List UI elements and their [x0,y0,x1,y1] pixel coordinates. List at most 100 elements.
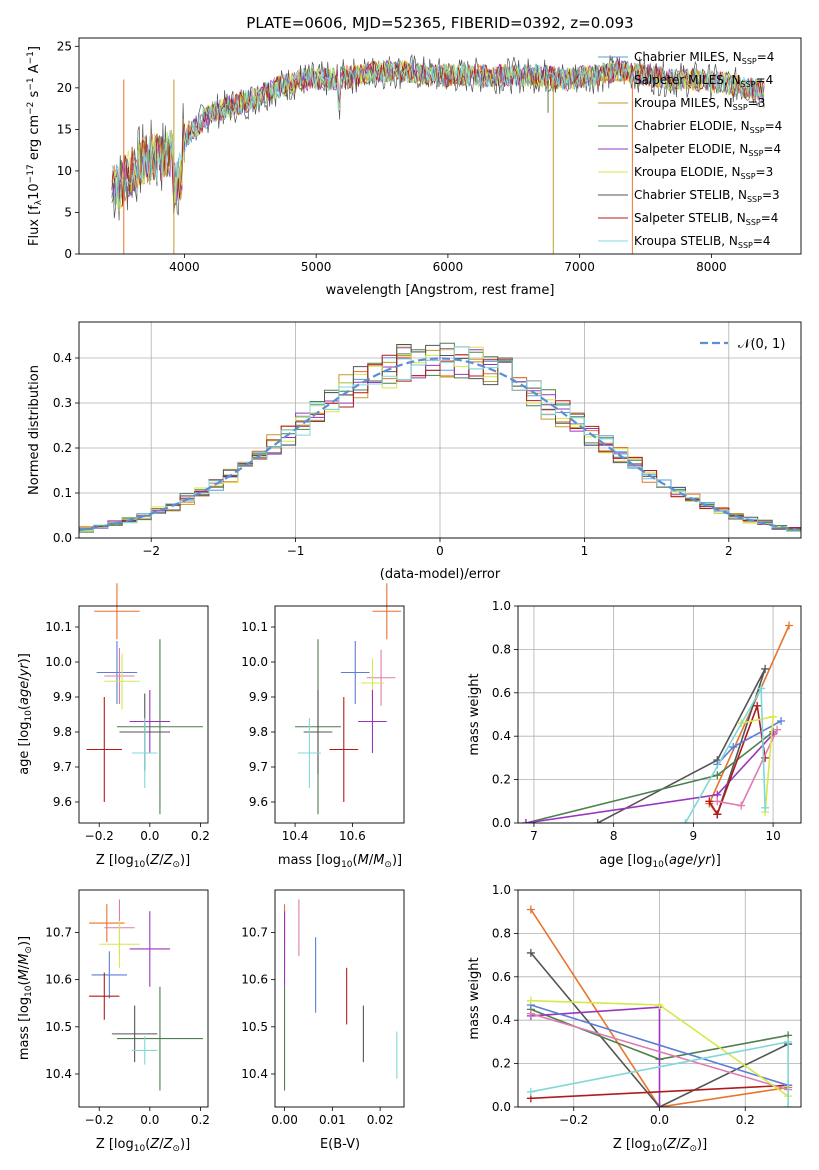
weight-line-salpeter_miles [530,909,789,1107]
legend-label: 𝒩(0, 1) [738,337,785,352]
x-axis-label: Z [log10(Z/Z⊙)] [96,1137,190,1154]
y-tick-label: 10.4 [241,1067,268,1081]
axes-frame [274,605,405,824]
weight-marker [713,771,722,780]
x-axis-label: E(B-V) [320,1137,360,1152]
errorbar-point-salpeter_miles [94,583,140,640]
y-tick-label: 0.2 [492,773,511,787]
errorbar-point-salpeter_miles [372,583,402,640]
figure-title: PLATE=0606, MJD=52365, FIBERID=0392, z=0… [246,14,633,32]
y-tick-label: 9.7 [249,760,268,774]
x-tick-label: 0.01 [319,1113,346,1127]
legend-label: Salpeter ELODIE, NSSP=4 [634,142,781,158]
y-tick-label: 10.7 [45,925,72,939]
x-axis-label: wavelength [Angstrom, rest frame] [326,283,555,298]
y-tick-label: 0.0 [492,816,511,830]
y-axis-label: age [log10(age/yr)] [17,653,34,775]
y-tick-label: 0.4 [53,351,72,365]
panel-age_vs_Z: −0.2 0.0 0.2 9.6 9.7 9.8 9.9 10.0 10.1 Z [log10(Z… [17,583,210,870]
x-tick-label: 0.00 [271,1113,298,1127]
weight-marker [593,819,602,823]
spectrum-lines [111,53,765,254]
errorbar-point-blue [340,641,370,704]
y-axis-label: mass [log10(M/M⊙)] [17,936,34,1060]
y-tick-label: 9.8 [249,725,268,739]
x-tick-label: 0.2 [191,1113,210,1127]
y-tick-label: 9.7 [53,760,72,774]
weight-marker [705,797,714,806]
y-tick-label: 5 [64,205,72,219]
axes-frame [78,605,209,824]
y-tick-label: 0.8 [492,642,511,656]
weight-marker [681,819,690,823]
panel-age_vs_mass: 10.4 10.6 9.6 9.7 9.8 9.9 10.0 10.1 mass [log10(… [241,583,405,870]
x-axis-label: Z [log10(Z/Z⊙)] [613,1137,707,1154]
y-tick-label: 10.5 [241,1020,268,1034]
y-tick-label: 9.8 [53,725,72,739]
y-tick-label: 1.0 [492,599,511,613]
weight-marker [526,1009,535,1018]
panel-weight_vs_age: 7 8 9 10 0.0 0.2 0.4 0.6 0.8 1.0 mass weight age [l… [467,599,802,870]
weight-marker [777,717,786,726]
weight-marker [773,725,782,734]
y-tick-label: 9.6 [53,795,72,809]
x-tick-label: 7 [530,829,538,843]
y-tick-label: 0.2 [492,1057,511,1071]
x-axis-label: mass [log10(M/M⊙)] [278,853,402,870]
errorbar-point-chabrier_stelib [303,690,333,774]
weight-marker [526,948,535,957]
y-tick-label: 10.0 [241,655,268,669]
gaussian-curve [79,357,799,532]
y-axis-label: Normed distribution [27,365,42,495]
legend-label: Salpeter MILES, NSSP=4 [634,73,773,89]
x-tick-label: 0.2 [736,1113,755,1127]
weight-marker [769,712,778,721]
axes-frame [78,889,209,1108]
weight-line-blue [530,1004,789,1087]
y-tick-label: 9.9 [249,690,268,704]
errorbar-point-salpeter_stelib [89,972,120,1020]
y-tick-label: 0.6 [492,970,511,984]
errorbar-point-salpeter_miles [89,904,125,942]
errorbar-point-chabrier_stelib [111,1005,158,1063]
y-tick-label: 9.9 [53,690,72,704]
y-tick-label: 0 [64,247,72,261]
x-tick-label: 0.0 [140,829,159,843]
y-tick-label: 10.6 [45,973,72,987]
spectrum-line-kroupa_elodie [111,59,765,210]
errorbar-point-salpeter_elodie [129,911,171,987]
x-tick-label: 7000 [564,260,595,274]
x-axis-label: age [log10(age/yr)] [599,853,721,870]
y-tick-label: 10.7 [241,925,268,939]
y-tick-label: 0.4 [492,1013,511,1027]
errorbar-point-kroupa_stelib [297,718,321,788]
x-tick-label: 0.2 [191,829,210,843]
legend-label: Chabrier ELODIE, NSSP=4 [634,119,782,135]
y-tick-label: 10.4 [45,1067,72,1081]
weight-marker [655,1103,664,1107]
weight-marker [713,797,722,806]
legend-label: Chabrier STELIB, NSSP=3 [634,188,780,204]
errorbar-point-kroupa_stelib [132,1036,158,1065]
weight-marker [521,819,530,823]
panel-spectrum: 4000 5000 6000 7000 8000 0 5 10 15 20 25 wavelength… [26,37,802,298]
weight-line-salpeter_stelib [530,1084,789,1100]
errorbar-point-salpeter_stelib [329,697,359,802]
x-tick-label: −2 [142,544,160,558]
x-tick-label: 2 [725,544,733,558]
x-tick-label: 4000 [169,260,200,274]
x-tick-label: 1 [581,544,589,558]
errorbar-point-blue [91,951,128,999]
x-tick-label: 0.0 [140,1113,159,1127]
y-axis-label: Flux [fλ10−17 erg cm−2 s−1 A−1] [26,46,44,246]
spectrum-line-salpeter_elodie [111,59,765,203]
errorbar-point-salpeter_elodie [358,690,387,753]
errorbar-point-chabrier_elodie [116,986,203,1091]
errorbar-point-kroupa_elodie [104,653,140,710]
legend-label: Chabrier MILES, NSSP=4 [634,50,774,66]
x-tick-label: 10 [765,829,780,843]
axes-frame [78,321,802,539]
x-tick-label: 10.4 [282,829,309,843]
x-tick-label: −0.2 [559,1113,588,1127]
y-tick-label: 10.6 [241,973,268,987]
